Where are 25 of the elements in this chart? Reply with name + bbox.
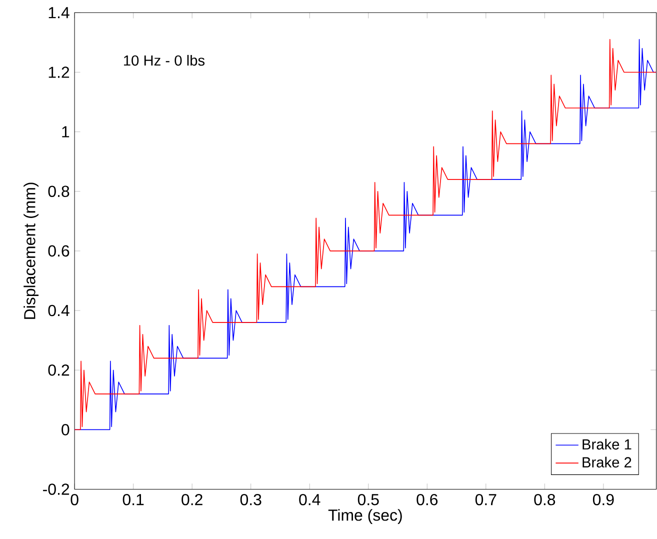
annotation: 10 Hz - 0 lbs: [124, 54, 205, 66]
y-tick-label: 0.6: [48, 245, 70, 257]
y-tick-label: 1.4: [48, 7, 70, 18]
legend-label: Brake 1: [582, 438, 632, 450]
y-axis-title: Displacement (mm): [24, 182, 39, 319]
y-tick-label: 0: [62, 424, 70, 436]
y-tick-label: 1.2: [48, 66, 70, 78]
x-tick-label: 0.3: [240, 494, 262, 506]
line-series: [74, 38, 656, 430]
y-tick-label: 1: [62, 126, 70, 138]
legend-label: Brake 2: [582, 456, 632, 468]
x-tick-label: 0.6: [416, 494, 438, 506]
y-tick-label: 0.8: [48, 186, 70, 197]
x-tick-label: 0.2: [182, 494, 202, 506]
x-tick-label: 0.4: [299, 494, 320, 506]
x-tick-label: 0: [70, 494, 78, 506]
y-tick-label: 0.2: [48, 364, 70, 376]
x-tick-label: 0.8: [534, 494, 556, 506]
x-tick-label: 0.9: [592, 494, 614, 506]
x-axis-title: Time (sec): [328, 509, 402, 524]
y-tick-label: -0.2: [43, 484, 70, 495]
y-tick-label: 0.4: [48, 304, 70, 316]
x-tick-label: 0.7: [475, 494, 496, 506]
x-tick-label: 0.1: [122, 494, 144, 506]
x-tick-label: 0.5: [358, 494, 379, 506]
